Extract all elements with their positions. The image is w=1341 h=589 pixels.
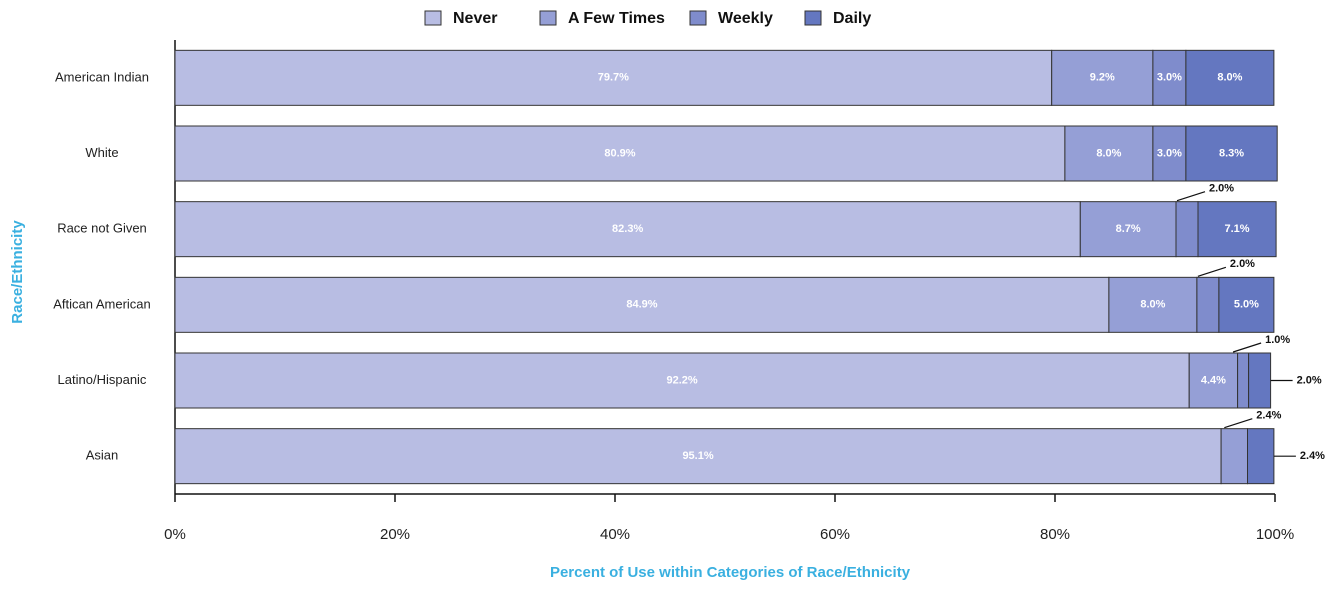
legend-swatch	[424, 10, 442, 26]
data-label: 7.1%	[1225, 223, 1250, 235]
bar-segment	[1108, 276, 1198, 333]
data-label: 79.7%	[598, 72, 629, 84]
bar-segment	[1218, 276, 1275, 333]
leader-line	[1224, 418, 1253, 429]
bar-segment	[174, 352, 1190, 409]
legend-swatch	[689, 10, 707, 26]
data-label: 4.4%	[1201, 374, 1226, 386]
data-label: 92.2%	[666, 374, 697, 386]
legend-label: Never	[453, 10, 497, 27]
bar-segment	[1237, 352, 1250, 409]
data-label: 2.0%	[1230, 258, 1255, 270]
legend-label: Weekly	[718, 10, 773, 27]
data-label: 5.0%	[1234, 299, 1259, 311]
bar-segment	[1175, 201, 1199, 258]
y-tick-label: Aftican American	[53, 296, 151, 311]
x-tick-label: 0%	[164, 526, 186, 543]
data-label: 2.0%	[1209, 183, 1234, 195]
bar-segment	[1188, 352, 1239, 409]
legend-label: A Few Times	[568, 10, 665, 27]
x-tick-label: 80%	[1040, 526, 1070, 543]
bar-segment	[1220, 428, 1248, 485]
y-tick-label: White	[85, 145, 118, 160]
bar-segment	[1247, 428, 1275, 485]
x-tick-label: 40%	[600, 526, 630, 543]
y-tick-label: Latino/Hispanic	[58, 372, 147, 387]
bar-segment	[174, 49, 1053, 106]
data-label: 95.1%	[682, 450, 713, 462]
data-label: 8.7%	[1116, 223, 1141, 235]
bar-segment	[1051, 49, 1154, 106]
y-tick-label: Asian	[86, 448, 119, 463]
bar-segment	[1197, 201, 1277, 258]
legend-swatch	[539, 10, 557, 26]
x-tick-label: 100%	[1256, 526, 1294, 543]
bar-segment	[174, 276, 1110, 333]
bar-segment	[1064, 125, 1154, 182]
x-axis-label: Percent of Use within Categories of Race…	[550, 564, 911, 581]
x-tick-label: 60%	[820, 526, 850, 543]
data-label: 8.0%	[1140, 299, 1165, 311]
leader-line	[1232, 342, 1262, 353]
bar-segment	[1196, 276, 1220, 333]
bar-segment	[174, 428, 1222, 485]
leader-line	[1176, 191, 1206, 202]
data-label: 2.4%	[1300, 450, 1325, 462]
leader-line	[1197, 266, 1227, 277]
bar-segment	[1185, 125, 1278, 182]
data-label: 1.0%	[1265, 334, 1290, 346]
data-label: 80.9%	[604, 147, 635, 159]
data-label: 82.3%	[612, 223, 643, 235]
data-label: 2.0%	[1297, 374, 1322, 386]
data-label: 8.0%	[1217, 72, 1242, 84]
y-axis-label: Race/Ethnicity	[9, 220, 26, 324]
bar-segment	[1248, 352, 1272, 409]
legend-swatch	[804, 10, 822, 26]
data-label: 8.0%	[1096, 147, 1121, 159]
data-label: 3.0%	[1157, 147, 1182, 159]
data-label: 2.4%	[1256, 410, 1281, 422]
data-label: 9.2%	[1090, 72, 1115, 84]
x-tick-label: 20%	[380, 526, 410, 543]
y-tick-label: American Indian	[55, 69, 149, 84]
bar-segment	[174, 201, 1081, 258]
data-label: 84.9%	[626, 299, 657, 311]
legend-label: Daily	[833, 10, 871, 27]
bar-segment	[1185, 49, 1275, 106]
y-tick-label: Race not Given	[57, 221, 147, 236]
bar-segment	[1152, 125, 1187, 182]
data-label: 8.3%	[1219, 147, 1244, 159]
data-label: 3.0%	[1157, 72, 1182, 84]
